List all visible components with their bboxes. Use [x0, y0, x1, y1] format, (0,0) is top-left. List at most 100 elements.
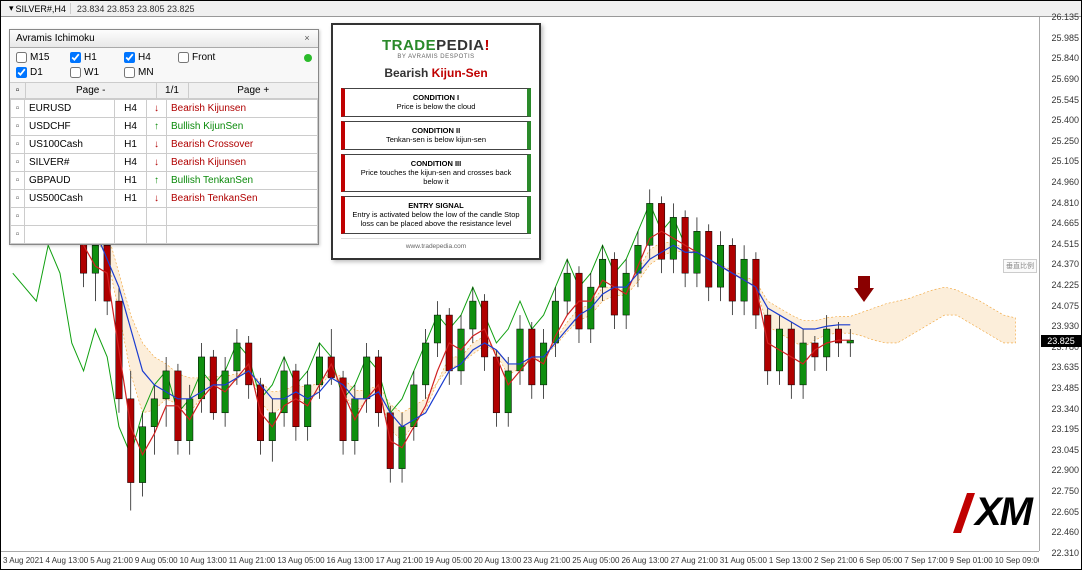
price-tick: 24.665: [1051, 218, 1079, 228]
price-tick: 25.400: [1051, 115, 1079, 125]
price-tick: 26.135: [1051, 12, 1079, 22]
table-row[interactable]: ▫US100CashH1↓Bearish Crossover: [11, 136, 318, 154]
table-row[interactable]: ▫GBPAUDH1↑Bullish TenkanSen: [11, 172, 318, 190]
signal-cell: Bullish TenkanSen: [167, 172, 318, 190]
tf-check-front[interactable]: Front: [178, 52, 224, 63]
tf-check-h4[interactable]: H4: [124, 52, 170, 63]
price-tick: 23.485: [1051, 383, 1079, 393]
scale-ratio-label[interactable]: 垂直比例: [1003, 259, 1037, 273]
checkbox[interactable]: [70, 67, 81, 78]
table-row[interactable]: ▫EURUSDH4↓Bearish Kijunsen: [11, 100, 318, 118]
time-tick: 31 Aug 05:00: [718, 556, 767, 565]
row-expand-icon[interactable]: ▫: [11, 172, 25, 190]
row-expand-icon[interactable]: ▫: [11, 208, 25, 226]
tradepedia-logo: TRADEPEDIA!: [341, 31, 531, 56]
chevron-down-icon: ▾: [9, 3, 14, 14]
timeframe-cell: H4: [115, 118, 147, 136]
price-tick: 25.985: [1051, 33, 1079, 43]
close-icon[interactable]: ×: [302, 34, 312, 44]
row-expand-icon[interactable]: ▫: [11, 136, 25, 154]
signal-cell: [167, 226, 318, 244]
time-tick: 9 Aug 05:00: [133, 556, 178, 565]
row-expand-icon[interactable]: ▫: [11, 226, 25, 244]
checkbox[interactable]: [178, 52, 189, 63]
checkbox[interactable]: [16, 52, 27, 63]
time-tick: 10 Sep 09:00: [993, 556, 1039, 565]
price-tick: 23.635: [1051, 362, 1079, 372]
strategy-heading: Bearish Kijun-Sen: [341, 66, 531, 80]
time-tick: 20 Aug 13:00: [472, 556, 521, 565]
signal-cell: Bearish Kijunsen: [167, 100, 318, 118]
page-prev-button[interactable]: Page -: [26, 83, 157, 98]
table-row[interactable]: ▫: [11, 208, 318, 226]
info-footer: www.tradepedia.com: [341, 238, 531, 250]
table-row[interactable]: ▫SILVER#H4↓Bearish Kijunsen: [11, 154, 318, 172]
checkbox[interactable]: [16, 67, 27, 78]
timeframe-cell: [115, 208, 147, 226]
signal-cell: Bearish Crossover: [167, 136, 318, 154]
tf-check-w1[interactable]: W1: [70, 67, 116, 78]
tf-check-m15[interactable]: M15: [16, 52, 62, 63]
table-row[interactable]: ▫US500CashH1↓Bearish TenkanSen: [11, 190, 318, 208]
signal-cell: Bearish TenkanSen: [167, 190, 318, 208]
price-tick: 25.545: [1051, 95, 1079, 105]
signal-cell: Bearish Kijunsen: [167, 154, 318, 172]
price-tick: 22.605: [1051, 507, 1079, 517]
checkbox[interactable]: [70, 52, 81, 63]
price-tick: 23.195: [1051, 424, 1079, 434]
price-tick: 22.900: [1051, 465, 1079, 475]
row-expand-icon[interactable]: ▫: [11, 190, 25, 208]
panel-pager: ▫ Page - 1/1 Page +: [10, 82, 318, 99]
time-tick: 13 Aug 05:00: [275, 556, 324, 565]
logo-subtitle: BY AVRAMIS DESPOTIS: [341, 54, 531, 60]
table-row[interactable]: ▫: [11, 226, 318, 244]
tf-check-h1[interactable]: H1: [70, 52, 116, 63]
price-tick: 25.105: [1051, 156, 1079, 166]
condition-block: CONDITION IIIPrice touches the kijun-sen…: [341, 154, 531, 192]
time-tick: 3 Aug 2021: [1, 556, 43, 565]
checkbox[interactable]: [124, 52, 135, 63]
time-tick: 6 Sep 05:00: [857, 556, 902, 565]
row-expand-icon[interactable]: ▫: [11, 154, 25, 172]
signal-cell: [167, 208, 318, 226]
timeframe-cell: H4: [115, 154, 147, 172]
time-tick: 4 Aug 13:00: [43, 556, 88, 565]
direction-arrow-icon: ↓: [147, 100, 167, 118]
timeframe-cell: H1: [115, 172, 147, 190]
row-expand-icon[interactable]: ▫: [11, 118, 25, 136]
time-tick: 5 Aug 21:00: [88, 556, 133, 565]
checkbox[interactable]: [124, 67, 135, 78]
direction-arrow-icon: [147, 208, 167, 226]
price-tick: 22.460: [1051, 527, 1079, 537]
price-tick: 25.840: [1051, 53, 1079, 63]
row-expand-icon[interactable]: ▫: [11, 100, 25, 118]
current-price-marker: 23.825: [1041, 335, 1081, 347]
timeframe-checks: M15 H1 H4 Front D1 W1 MN: [10, 48, 318, 82]
panel-title: Avramis Ichimoku: [16, 33, 95, 44]
time-tick: 26 Aug 13:00: [619, 556, 668, 565]
panel-titlebar[interactable]: Avramis Ichimoku ×: [10, 30, 318, 48]
time-tick: 11 Aug 21:00: [227, 556, 276, 565]
symbol-dropdown[interactable]: ▾ SILVER#,H4: [5, 3, 71, 14]
time-tick: 16 Aug 13:00: [325, 556, 374, 565]
price-tick: 23.930: [1051, 321, 1079, 331]
tf-check-d1[interactable]: D1: [16, 67, 62, 78]
status-dot-icon: [304, 54, 312, 62]
symbol-cell: EURUSD: [25, 100, 115, 118]
price-tick: 25.690: [1051, 74, 1079, 84]
symbol-cell: US100Cash: [25, 136, 115, 154]
tf-check-mn[interactable]: MN: [124, 67, 170, 78]
page-next-button[interactable]: Page +: [189, 83, 319, 98]
symbol-cell: [25, 208, 115, 226]
time-tick: 17 Aug 21:00: [374, 556, 423, 565]
table-row[interactable]: ▫USDCHFH4↑Bullish KijunSen: [11, 118, 318, 136]
time-axis: 3 Aug 20214 Aug 13:005 Aug 21:009 Aug 05…: [1, 551, 1039, 569]
collapse-icon[interactable]: ▫: [10, 83, 26, 98]
indicator-panel[interactable]: Avramis Ichimoku × M15H1H4FrontD1W1MN ▫ …: [9, 29, 319, 245]
direction-arrow-icon: ↓: [147, 136, 167, 154]
symbol-cell: SILVER#: [25, 154, 115, 172]
price-axis: 26.13525.98525.84025.69025.54525.40025.2…: [1039, 17, 1081, 551]
time-tick: 19 Aug 05:00: [423, 556, 472, 565]
entry-signal-arrow-icon: [854, 276, 874, 302]
price-tick: 24.960: [1051, 177, 1079, 187]
